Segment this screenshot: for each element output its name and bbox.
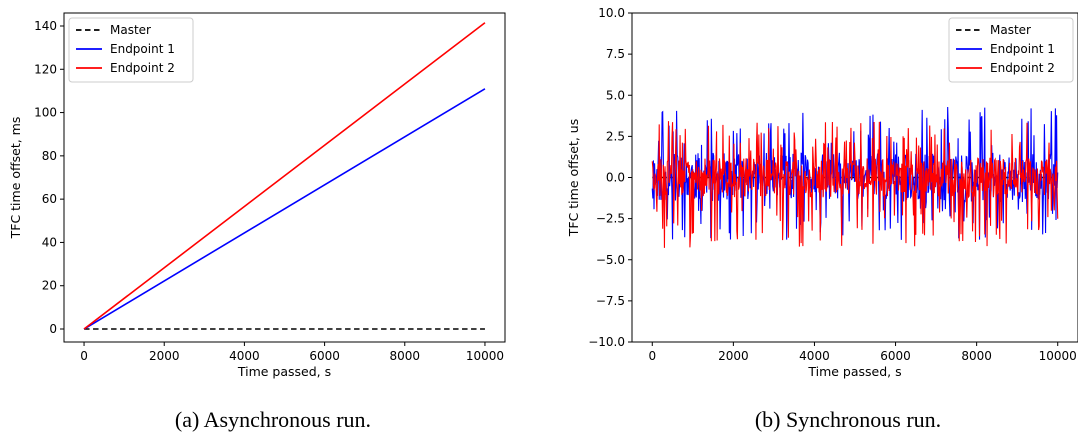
chart-1-xtick-label: 0 <box>648 349 656 363</box>
chart-1-legend-box <box>948 17 1074 83</box>
chart-1-xtick-label: 2000 <box>718 349 749 363</box>
chart-0-series-endpoint-1 <box>83 88 486 330</box>
chart-1-ytick-label: −10.0 <box>588 335 625 349</box>
chart-0-xtick-label: 10000 <box>466 349 504 363</box>
chart-0-xtick-label: 8000 <box>389 349 420 363</box>
chart-0-ytick-label: 60 <box>42 192 57 206</box>
chart-1-xlabel: Time passed, s <box>807 364 901 379</box>
chart-1-ytick-label: −2.5 <box>596 212 625 226</box>
chart-1-series-group <box>651 106 1059 248</box>
chart-0-ytick-label: 40 <box>42 235 57 249</box>
chart-1-ytick-label: 0.0 <box>606 171 625 185</box>
asynchronous-run-chart: 0 2000 4000 6000 8000 10000 0 20 40 60 80 100 120 140… <box>8 12 506 432</box>
chart-0-legend-label: Endpoint 1 <box>110 42 175 56</box>
chart-0-xtick-label: 2000 <box>149 349 180 363</box>
chart-1-legend-label: Endpoint 2 <box>990 61 1055 75</box>
chart-0-xtick-label: 4000 <box>229 349 260 363</box>
chart-0-ytick-label: 80 <box>42 149 57 163</box>
chart-0-xtick-label: 0 <box>80 349 88 363</box>
chart-0-ytick-label: 120 <box>34 62 57 76</box>
chart-1-xtick-label: 8000 <box>961 349 992 363</box>
chart-0-ytick-label: 100 <box>34 106 57 120</box>
chart-0-xtick-label: 6000 <box>309 349 340 363</box>
chart-1-xtick-label: 10000 <box>1039 349 1077 363</box>
chart-0-ytick-label: 20 <box>42 279 57 293</box>
chart-1-caption: (b) Synchronous run. <box>755 407 941 432</box>
chart-0-xlabel: Time passed, s <box>237 364 331 379</box>
chart-1-ytick-label: 5.0 <box>606 88 625 102</box>
chart-0-ylabel: TFC time offset, ms <box>8 117 23 240</box>
chart-0-caption: (a) Asynchronous run. <box>175 407 371 432</box>
chart-1-xtick-label: 6000 <box>880 349 911 363</box>
chart-0-axes-frame <box>63 12 506 343</box>
chart-0-ytick-label: 140 <box>34 19 57 33</box>
chart-0-legend-box <box>68 17 194 83</box>
chart-1-xtick-label: 4000 <box>799 349 830 363</box>
chart-1-series-endpoint-2 <box>651 121 1059 248</box>
chart-1-ytick-label: 2.5 <box>606 129 625 143</box>
chart-0-legend-label: Endpoint 2 <box>110 61 175 75</box>
chart-0-legend-label: Master <box>110 23 151 37</box>
chart-1-ytick-label: −7.5 <box>596 294 625 308</box>
chart-1-legend-label: Endpoint 1 <box>990 42 1055 56</box>
chart-1-ylabel: TFC time offset, us <box>566 119 581 238</box>
chart-1-legend-label: Master <box>990 23 1031 37</box>
chart-0-series-group <box>83 22 486 330</box>
chart-1-ytick-label: 7.5 <box>606 47 625 61</box>
chart-1-ytick-label: 10.0 <box>598 6 625 20</box>
synchronous-run-chart: 0 2000 4000 6000 8000 10000 −10.0 −7.5 −5.0 −2.5 0… <box>566 6 1078 432</box>
chart-0-ytick-label: 0 <box>49 322 57 336</box>
chart-0-series-endpoint-2 <box>83 22 486 330</box>
chart-1-ytick-label: −5.0 <box>596 253 625 267</box>
